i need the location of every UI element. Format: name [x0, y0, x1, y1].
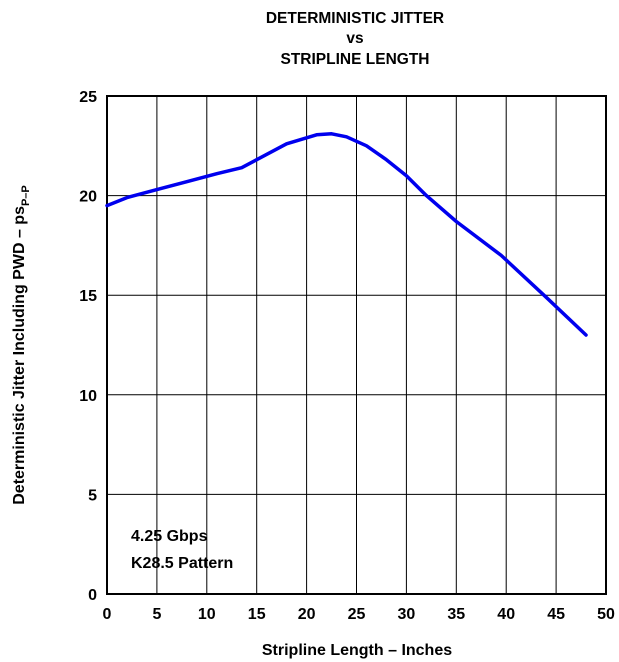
title-line-1: DETERMINISTIC JITTER — [266, 10, 444, 27]
y-tick-label: 5 — [88, 487, 97, 504]
plot-frame — [106, 95, 607, 595]
y-axis-label-main: Deterministic Jitter Including PWD – ps — [11, 206, 28, 505]
x-tick-label: 30 — [398, 606, 416, 623]
x-tick-label: 50 — [597, 606, 615, 623]
title-line-2: vs — [346, 30, 363, 47]
y-tick-label: 15 — [79, 288, 97, 305]
x-tick-label: 45 — [547, 606, 565, 623]
x-tick-label: 35 — [447, 606, 465, 623]
x-tick-label: 10 — [198, 606, 216, 623]
x-tick-label: 0 — [103, 606, 112, 623]
annotation-rate: 4.25 Gbps — [131, 528, 208, 545]
x-axis-label: Stripline Length – Inches — [262, 642, 452, 659]
y-axis-label-subscript: P–P — [20, 185, 32, 206]
y-tick-label: 0 — [88, 587, 97, 604]
x-tick-labels: 0 5 10 15 20 25 30 35 40 45 50 — [103, 606, 615, 623]
x-tick-label: 5 — [152, 606, 161, 623]
y-tick-label: 10 — [79, 388, 97, 405]
x-tick-label: 40 — [497, 606, 515, 623]
y-tick-labels: 0 5 10 15 20 25 — [79, 89, 97, 604]
x-tick-label: 20 — [298, 606, 316, 623]
y-tick-label: 25 — [79, 89, 97, 106]
y-tick-label: 20 — [79, 189, 97, 206]
grid — [106, 95, 607, 595]
series-group — [105, 132, 588, 337]
title-line-3: STRIPLINE LENGTH — [281, 51, 430, 68]
x-tick-label: 25 — [348, 606, 366, 623]
y-axis-label: Deterministic Jitter Including PWD – psP… — [11, 185, 32, 505]
x-tick-label: 15 — [248, 606, 266, 623]
chart-title: DETERMINISTIC JITTER vs STRIPLINE LENGTH — [266, 10, 444, 68]
series-line-0 — [105, 132, 588, 337]
annotation-pattern: K28.5 Pattern — [131, 555, 233, 572]
